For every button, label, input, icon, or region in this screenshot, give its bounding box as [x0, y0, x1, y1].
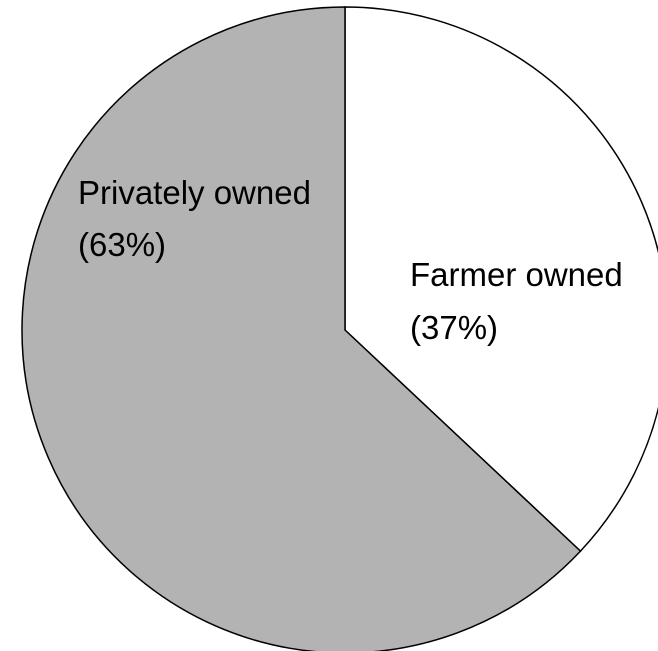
slice-label-privately-owned: Privately owned	[78, 174, 311, 211]
slice-label-farmer-owned: Farmer owned	[410, 256, 623, 293]
pie-slice-privately-owned	[21, 6, 582, 651]
pie-slice-farmer-owned	[344, 6, 658, 553]
slice-pct-farmer-owned: (37%)	[410, 309, 498, 346]
slice-pct-privately-owned: (63%)	[78, 226, 166, 263]
